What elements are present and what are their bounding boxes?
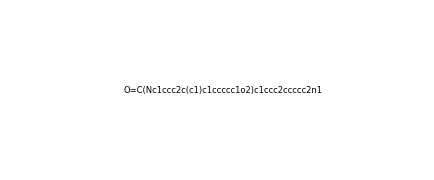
Text: O=C(Nc1ccc2c(c1)c1ccccc1o2)c1ccc2ccccc2n1: O=C(Nc1ccc2c(c1)c1ccccc1o2)c1ccc2ccccc2n… (123, 86, 322, 95)
